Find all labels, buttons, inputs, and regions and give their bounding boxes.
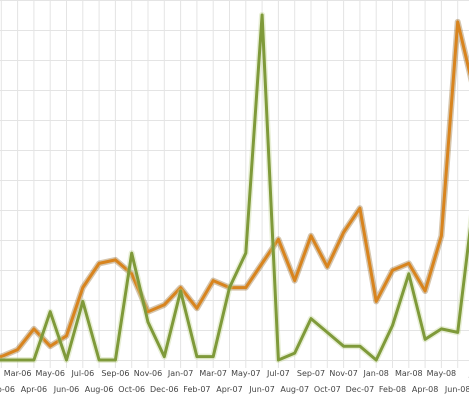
series-2-point xyxy=(456,331,459,334)
x-tick-label: Jun-06 xyxy=(53,385,80,394)
x-tick-label: Sep-06 xyxy=(101,369,129,378)
series-2-point xyxy=(16,358,19,362)
x-tick-label: Jul-07 xyxy=(266,369,290,378)
x-tick-label: Aug-06 xyxy=(85,385,114,394)
series-1-point xyxy=(375,300,378,303)
series-1-point xyxy=(0,355,3,358)
series-2-point xyxy=(212,355,215,358)
series-2-point xyxy=(32,358,36,362)
series-2-point xyxy=(375,358,378,362)
series-2-point xyxy=(81,300,85,303)
series-1-point xyxy=(81,286,85,289)
x-tick-label: May-07 xyxy=(231,369,260,378)
x-tick-label: Sep-07 xyxy=(297,369,325,378)
x-tick-label: Jun-07 xyxy=(248,385,275,394)
series-2-point xyxy=(407,272,410,275)
x-tick-label: Dec-06 xyxy=(150,385,179,394)
series-1-point xyxy=(423,289,427,293)
series-1-point xyxy=(407,262,410,265)
x-tick-label: Jul-06 xyxy=(70,369,94,378)
series-1-point xyxy=(440,234,443,237)
series-1-point xyxy=(309,234,313,237)
series-2-point xyxy=(277,358,280,362)
series-2-point xyxy=(130,251,133,255)
x-tick-label: Nov-07 xyxy=(329,369,357,378)
series-1-point xyxy=(391,269,394,272)
x-tick-label: Feb-07 xyxy=(183,385,210,394)
series-1-point xyxy=(326,265,329,269)
series-1-point xyxy=(277,238,280,241)
x-tick-label: Nov-06 xyxy=(134,369,162,378)
series-1-point xyxy=(130,272,133,275)
chart-grid xyxy=(0,0,469,368)
series-2-point xyxy=(195,355,199,358)
series-2-point xyxy=(163,355,166,358)
series-2-point xyxy=(0,358,3,362)
series-1-point xyxy=(49,345,52,348)
x-tick-label: Feb-08 xyxy=(379,385,406,394)
series-2-point xyxy=(342,345,345,348)
x-tick-label: Dec-07 xyxy=(346,385,375,394)
x-tick-label: Aug-07 xyxy=(280,385,309,394)
series-2-point xyxy=(260,13,264,17)
series-1-point xyxy=(293,279,296,282)
series-2-point xyxy=(114,358,117,362)
series-1-point xyxy=(114,258,117,262)
series-2-point xyxy=(440,327,443,331)
x-tick-label: Apr-08 xyxy=(412,385,438,394)
x-tick-label: Feb-06 xyxy=(0,385,15,394)
series-1-point xyxy=(163,303,166,306)
x-tick-label: Mar-06 xyxy=(4,369,32,378)
series-2-point xyxy=(358,345,362,348)
series-1-point xyxy=(195,307,199,310)
series-1-point xyxy=(260,262,264,265)
series-2-point xyxy=(228,286,231,289)
series-2-point xyxy=(65,358,68,362)
x-tick-label: May-06 xyxy=(35,369,64,378)
series-1-point xyxy=(212,279,215,282)
series-1-point xyxy=(342,231,345,234)
series-2-point xyxy=(179,289,182,293)
x-tick-label: Jan-07 xyxy=(167,369,193,378)
series-1-point xyxy=(32,327,36,331)
series-1-point xyxy=(456,20,459,24)
series-2-point xyxy=(244,251,247,255)
series-1-point xyxy=(97,262,101,265)
series-1-point xyxy=(65,334,68,338)
series-2-point xyxy=(97,358,101,362)
series-2-point xyxy=(49,310,52,313)
x-tick-label: May-08 xyxy=(427,369,456,378)
series-1-point xyxy=(358,207,362,210)
series-1-point xyxy=(16,348,19,351)
x-tick-label: Mar-07 xyxy=(199,369,227,378)
chart-points xyxy=(0,13,459,362)
series-2-point xyxy=(293,351,296,355)
series-2-point xyxy=(391,324,394,327)
x-tick-label: Oct-06 xyxy=(118,385,145,394)
series-1-point xyxy=(146,310,150,313)
x-tick-label: Jan-08 xyxy=(362,369,388,378)
x-tick-label: Oct-07 xyxy=(314,385,341,394)
x-tick-label: Apr-06 xyxy=(21,385,47,394)
series-2-point xyxy=(326,331,329,334)
series-2-point xyxy=(309,317,313,320)
x-tick-label: Mar-08 xyxy=(395,369,423,378)
series-1-point xyxy=(179,286,182,289)
x-tick-label: Apr-07 xyxy=(216,385,242,394)
series-2-point xyxy=(146,320,150,324)
x-tick-label: Jun-08 xyxy=(444,385,469,394)
x-axis-tick-labels: Jan-06Feb-06Mar-06Apr-06May-06Jun-06Jul-… xyxy=(0,369,469,394)
series-1-point xyxy=(244,286,247,289)
series-2-point xyxy=(423,338,427,341)
